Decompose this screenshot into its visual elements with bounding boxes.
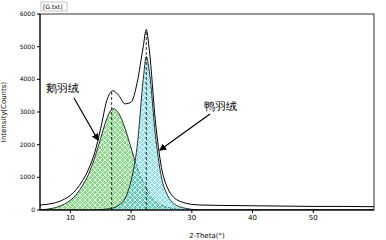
svg-text:2-Theta(°): 2-Theta(°) xyxy=(189,232,225,240)
svg-text:Intensity(Counts): Intensity(Counts) xyxy=(8,82,9,143)
svg-text:5000: 5000 xyxy=(20,43,35,50)
svg-text:[G.txt]: [G.txt] xyxy=(43,3,63,10)
svg-text:0: 0 xyxy=(31,206,35,213)
svg-text:40: 40 xyxy=(248,214,257,222)
svg-text:30: 30 xyxy=(187,214,196,222)
svg-text:鹅羽绒: 鹅羽绒 xyxy=(46,82,79,95)
svg-text:1000: 1000 xyxy=(20,173,35,180)
svg-text:50: 50 xyxy=(309,214,318,222)
svg-text:20: 20 xyxy=(127,214,136,222)
svg-text:6000: 6000 xyxy=(20,10,35,17)
svg-text:2000: 2000 xyxy=(20,141,35,148)
svg-text:鸭羽绒: 鸭羽绒 xyxy=(204,100,237,113)
svg-text:10: 10 xyxy=(66,214,75,222)
svg-text:3000: 3000 xyxy=(20,108,35,115)
svg-text:4000: 4000 xyxy=(20,75,35,82)
